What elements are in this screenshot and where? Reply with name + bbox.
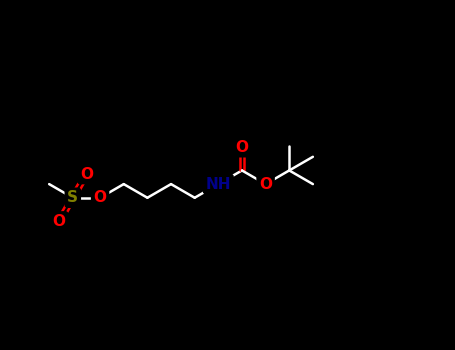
Text: O: O	[80, 167, 93, 182]
Text: S: S	[67, 190, 78, 205]
Text: O: O	[235, 140, 248, 155]
Text: NH: NH	[206, 177, 231, 191]
Text: O: O	[53, 214, 66, 229]
Text: O: O	[94, 190, 106, 205]
Text: O: O	[259, 177, 272, 191]
